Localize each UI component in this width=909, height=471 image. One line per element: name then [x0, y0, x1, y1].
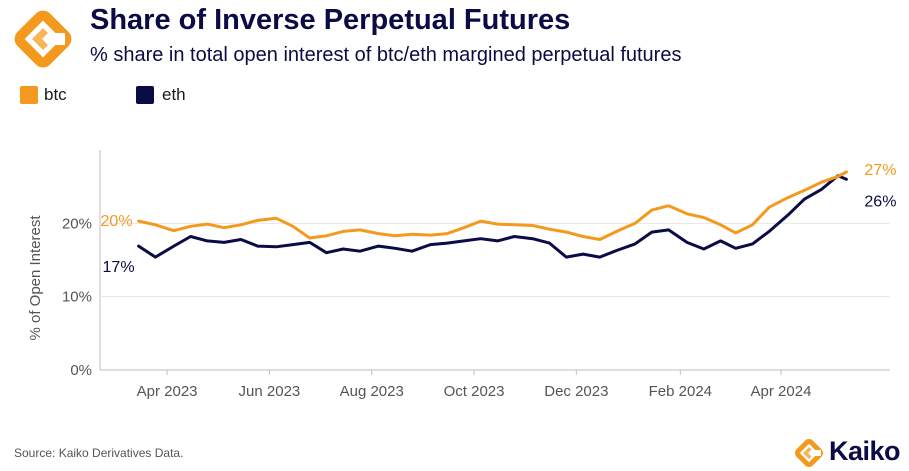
x-tick-label: Apr 2023 — [137, 383, 198, 400]
legend-label-btc: btc — [44, 85, 67, 104]
x-tick-label: Jun 2023 — [239, 383, 301, 400]
series-start-label-btc: 20% — [101, 213, 133, 230]
x-tick-label: Aug 2023 — [340, 383, 404, 400]
series-start-label-eth: 17% — [103, 259, 135, 276]
legend-label-eth: eth — [162, 85, 186, 104]
legend-swatch-eth — [136, 86, 154, 104]
series-line-eth — [137, 174, 848, 259]
y-tick-label: 10% — [62, 289, 92, 306]
y-tick-label: 20% — [62, 215, 92, 232]
brand-name: Kaiko — [829, 436, 901, 466]
series-end-label-btc: 27% — [864, 162, 896, 179]
x-tick-label: Feb 2024 — [649, 383, 712, 400]
x-tick-label: Apr 2024 — [751, 383, 812, 400]
chart-title: Share of Inverse Perpetual Futures — [90, 4, 571, 36]
series-line-btc — [137, 170, 848, 241]
kaiko-logo-icon — [14, 10, 72, 68]
legend-swatch-btc — [20, 86, 38, 104]
kaiko-brand-logo-icon — [795, 439, 823, 467]
y-axis-title: % of Open Interest — [27, 215, 44, 341]
y-tick-label: 0% — [70, 362, 92, 379]
x-tick-label: Dec 2023 — [544, 383, 608, 400]
x-tick-label: Oct 2023 — [444, 383, 505, 400]
source-note: Source: Kaiko Derivatives Data. — [14, 446, 184, 460]
chart-subtitle: % share in total open interest of btc/et… — [90, 44, 682, 66]
series-end-label-eth: 26% — [864, 193, 896, 210]
